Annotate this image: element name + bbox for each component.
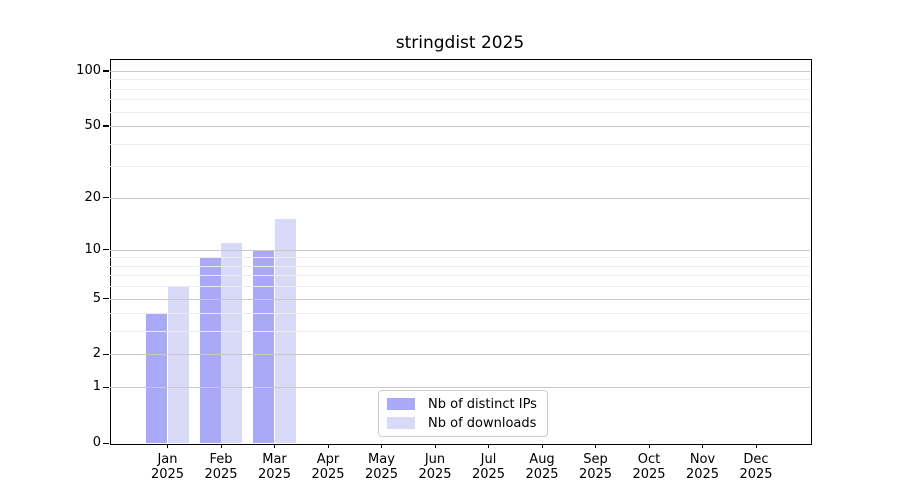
x-tick-mark-jun	[434, 443, 436, 448]
gridline-minor-70	[110, 99, 810, 101]
x-tick-label-apr: Apr 2025	[311, 452, 345, 482]
x-tick-mark-may	[381, 443, 383, 448]
gridline-2	[110, 354, 810, 356]
gridline-20	[110, 197, 810, 199]
y-tick-mark-20	[103, 197, 109, 199]
y-tick-label-2: 2	[92, 346, 101, 362]
x-tick-mark-aug	[541, 443, 543, 448]
x-tick-mark-dec	[755, 443, 757, 448]
x-tick-label-aug: Aug 2025	[525, 452, 559, 482]
chart-title: stringdist 2025	[395, 33, 525, 53]
y-tick-label-5: 5	[92, 290, 101, 306]
gridline-minor-6	[110, 286, 810, 288]
x-tick-label-oct: Oct 2025	[632, 452, 666, 482]
legend: Nb of distinct IPs Nb of downloads	[378, 390, 548, 437]
y-tick-mark-2	[103, 353, 109, 356]
gridline-minor-90	[110, 79, 810, 81]
x-tick-label-feb: Feb 2025	[204, 452, 238, 482]
x-tick-label-jan: Jan 2025	[150, 452, 185, 482]
gridline-minor-8	[110, 265, 810, 267]
legend-item-distinct-ips: Nb of distinct IPs	[387, 396, 537, 412]
x-tick-mark-apr	[327, 443, 329, 448]
y-tick-mark-10	[103, 249, 109, 251]
y-tick-label-20: 20	[84, 189, 101, 205]
gridline-10	[110, 249, 810, 251]
gridline-minor-9	[110, 257, 810, 259]
bar-jan-ips	[146, 313, 168, 443]
x-tick-mark-mar	[274, 443, 276, 448]
y-tick-mark-50	[103, 125, 109, 127]
y-tick-label-50: 50	[84, 117, 101, 133]
bar-feb-downloads	[221, 242, 243, 443]
legend-swatch-ips	[387, 398, 415, 410]
gridline-minor-60	[110, 111, 810, 113]
x-tick-mark-jan	[167, 443, 169, 448]
legend-label-downloads: Nb of downloads	[428, 415, 537, 431]
y-tick-mark-0	[103, 442, 109, 444]
x-tick-mark-oct	[648, 443, 650, 448]
y-tick-label-100: 100	[76, 62, 101, 78]
x-tick-mark-nov	[702, 443, 704, 448]
legend-item-downloads: Nb of downloads	[387, 415, 537, 431]
x-tick-label-sep: Sep 2025	[578, 452, 613, 482]
x-tick-label-nov: Nov 2025	[685, 452, 720, 482]
y-tick-label-1: 1	[92, 379, 101, 395]
x-tick-label-dec: Dec 2025	[739, 452, 773, 482]
x-tick-label-may: May 2025	[364, 452, 399, 482]
legend-label-distinct-ips: Nb of distinct IPs	[428, 396, 537, 412]
y-tick-mark-1	[103, 386, 109, 388]
plot-area: Nb of distinct IPs Nb of downloads	[110, 59, 810, 443]
gridline-50	[110, 125, 810, 127]
gridline-minor-4	[110, 313, 810, 315]
gridline-minor-3	[110, 331, 810, 333]
x-tick-mark-feb	[220, 443, 222, 448]
bar-feb-ips	[199, 257, 221, 443]
bar-mar-ips	[253, 249, 275, 443]
gridline-minor-7	[110, 275, 810, 277]
gridline-minor-80	[110, 88, 810, 90]
x-tick-label-mar: Mar 2025	[257, 452, 292, 482]
x-tick-label-jun: Jun 2025	[418, 452, 452, 482]
gridline-100	[110, 70, 810, 72]
y-tick-mark-100	[103, 70, 109, 72]
x-tick-label-jul: Jul 2025	[471, 452, 506, 482]
gridline-1	[110, 387, 810, 389]
gridline-minor-30	[110, 166, 810, 168]
legend-swatch-downloads	[387, 417, 415, 429]
y-tick-label-0: 0	[92, 435, 101, 450]
x-tick-mark-sep	[595, 443, 597, 448]
x-tick-mark-jul	[488, 443, 490, 448]
bar-jan-downloads	[167, 286, 189, 443]
gridline-minor-40	[110, 143, 810, 145]
y-tick-label-10: 10	[84, 241, 101, 257]
y-tick-mark-5	[103, 298, 109, 300]
gridline-5	[110, 298, 810, 300]
